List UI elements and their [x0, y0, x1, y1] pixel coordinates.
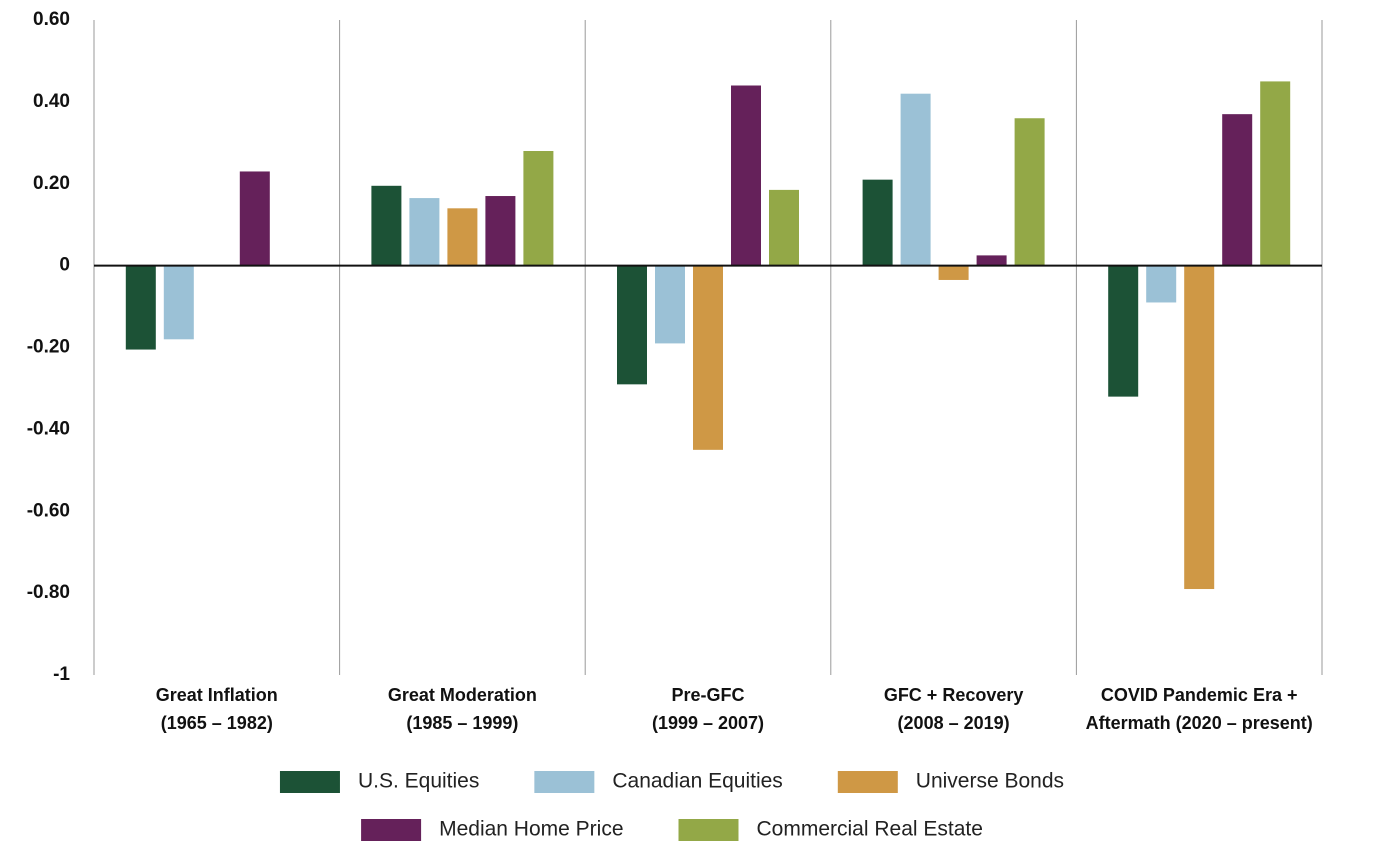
bar — [1184, 265, 1215, 590]
legend-label: U.S. Equities — [358, 770, 479, 793]
y-tick-label: 0 — [59, 255, 70, 276]
x-tick-label: Pre-GFC — [671, 685, 744, 705]
bar — [617, 265, 647, 385]
legend-swatch — [534, 771, 595, 793]
legend-swatch — [279, 771, 340, 793]
bar — [862, 179, 893, 266]
y-tick-label: -0.60 — [27, 500, 70, 521]
bar — [693, 265, 723, 450]
legend-swatch — [361, 819, 422, 841]
x-tick-label: (1985 – 1999) — [406, 713, 518, 733]
bar — [655, 265, 685, 344]
bar — [409, 198, 440, 266]
bar — [976, 255, 1007, 266]
y-tick-label: -0.80 — [27, 582, 70, 603]
bar — [1146, 265, 1177, 303]
x-tick-label: GFC + Recovery — [884, 685, 1024, 705]
x-tick-label: Aftermath (2020 – present) — [1086, 713, 1313, 733]
legend-label: Median Home Price — [439, 818, 623, 841]
y-tick-label: 0.40 — [33, 91, 70, 112]
legend-swatch — [678, 819, 739, 841]
bar — [1014, 118, 1045, 266]
x-tick-label: Great Inflation — [156, 685, 278, 705]
y-tick-label: -0.40 — [27, 418, 70, 439]
bar — [163, 265, 194, 340]
bar — [371, 185, 402, 266]
x-tick-label: (1965 – 1982) — [161, 713, 273, 733]
bar — [1108, 265, 1139, 397]
bar — [1222, 114, 1253, 266]
legend-swatch — [837, 771, 898, 793]
bar — [239, 171, 270, 266]
bar — [447, 208, 478, 266]
y-tick-label: -1 — [53, 664, 70, 685]
bar — [769, 189, 799, 266]
x-tick-label: (1999 – 2007) — [652, 713, 764, 733]
bar — [485, 196, 516, 266]
bar — [523, 151, 554, 266]
x-tick-label: (2008 – 2019) — [898, 713, 1010, 733]
y-tick-label: 0.60 — [33, 9, 70, 30]
x-tick-label: Great Moderation — [388, 685, 537, 705]
bar — [125, 265, 156, 350]
legend-label: Universe Bonds — [916, 770, 1064, 793]
legend-label: Commercial Real Estate — [757, 818, 983, 841]
bar — [938, 265, 969, 280]
bar — [1260, 81, 1291, 266]
x-tick-label: COVID Pandemic Era + — [1101, 685, 1298, 705]
y-tick-label: 0.20 — [33, 173, 70, 194]
bar — [731, 85, 761, 266]
bar — [900, 93, 931, 266]
legend-label: Canadian Equities — [612, 770, 782, 793]
y-tick-label: -0.20 — [27, 337, 70, 358]
